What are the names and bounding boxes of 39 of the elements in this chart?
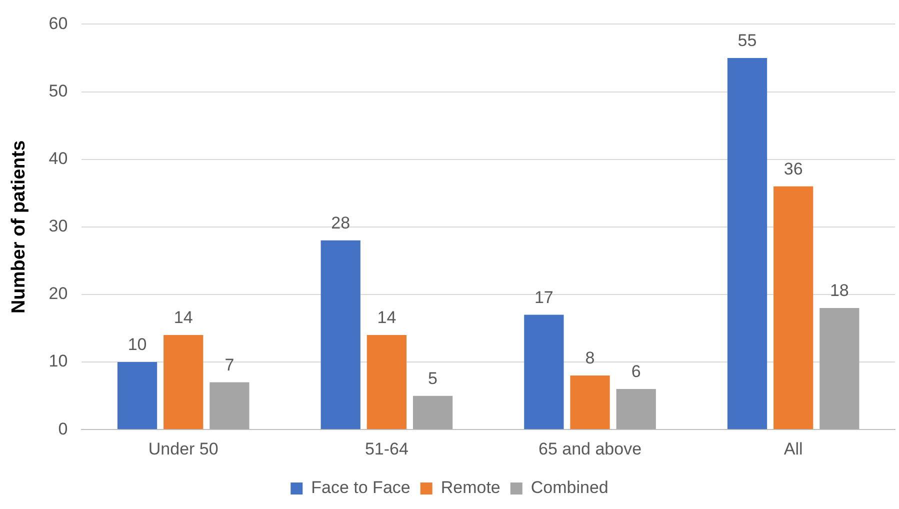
y-tick-label: 40 <box>48 149 68 168</box>
data-label: 55 <box>738 31 757 50</box>
y-axis-title: Number of patients <box>8 140 30 314</box>
data-label: 17 <box>534 288 554 307</box>
data-label: 28 <box>331 214 350 233</box>
data-label: 6 <box>631 362 641 382</box>
x-tick-label: All <box>784 439 803 458</box>
legend-label: Combined <box>530 478 608 498</box>
bar <box>412 396 453 430</box>
x-tick-label: Under 50 <box>148 439 218 458</box>
data-label: 18 <box>830 281 849 300</box>
data-label: 36 <box>784 160 803 179</box>
x-tick-label: 51-64 <box>364 439 408 458</box>
bar <box>774 186 814 430</box>
bar <box>320 240 360 430</box>
bar <box>524 314 564 430</box>
data-label: 14 <box>377 308 396 328</box>
data-label: 5 <box>428 369 438 388</box>
y-tick-label: 50 <box>48 81 68 100</box>
x-tick-label: 65 and above <box>538 439 642 458</box>
y-tick-label: 0 <box>58 419 68 438</box>
data-label: 8 <box>585 348 595 368</box>
bar <box>820 308 860 430</box>
bar <box>117 362 158 430</box>
y-tick-label: 20 <box>48 284 68 304</box>
bar <box>616 389 656 430</box>
legend-label: Face to Face <box>311 478 410 498</box>
y-tick-label: 60 <box>48 14 68 33</box>
bar <box>164 335 204 430</box>
legend-label: Remote <box>440 478 500 498</box>
data-label: 7 <box>224 355 234 374</box>
y-tick-label: 10 <box>48 352 68 371</box>
data-label: 14 <box>174 308 193 328</box>
bar <box>210 382 250 430</box>
bar <box>727 58 768 430</box>
bar <box>366 335 407 430</box>
data-label: 10 <box>128 335 147 354</box>
y-tick-label: 30 <box>48 216 68 236</box>
bar <box>570 376 610 430</box>
